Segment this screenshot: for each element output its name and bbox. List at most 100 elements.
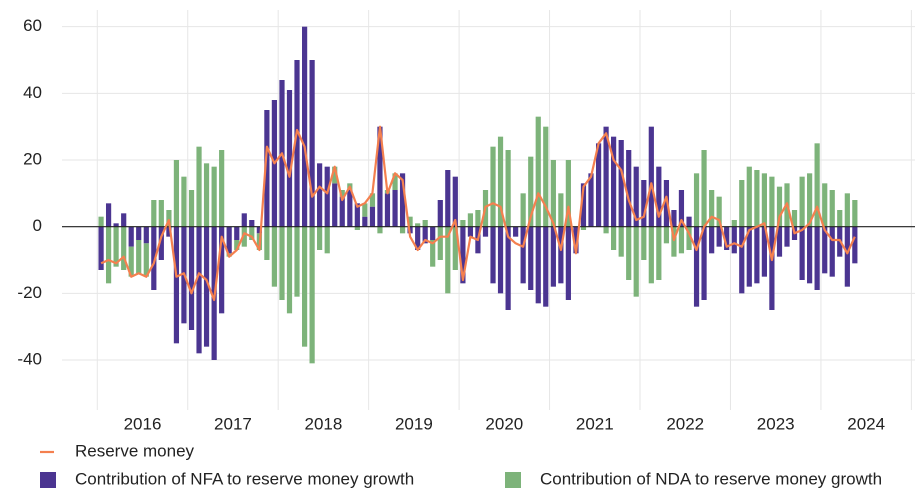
bar [663, 180, 670, 227]
x-tick-label: 2024 [847, 414, 885, 433]
bar [565, 226, 571, 300]
bar [603, 126, 609, 227]
bar [716, 196, 722, 227]
bar [633, 226, 639, 297]
bar [626, 226, 632, 280]
bar [203, 226, 210, 347]
bar [550, 160, 556, 227]
bar [686, 216, 692, 227]
bar [678, 226, 685, 254]
bar [746, 166, 752, 227]
bar [543, 226, 549, 307]
legend-label: Contribution of NDA to reserve money gro… [540, 469, 882, 488]
bar [128, 226, 134, 247]
bar [701, 150, 707, 227]
bar [807, 173, 813, 227]
y-tick-label: -20 [17, 283, 42, 302]
bar [98, 226, 104, 270]
x-tick-label: 2020 [485, 414, 523, 433]
bar [844, 193, 850, 227]
bar [754, 226, 760, 284]
bar [784, 226, 790, 247]
bar [633, 166, 639, 227]
bar [369, 193, 376, 207]
bar [460, 226, 466, 284]
bar [829, 190, 835, 227]
bar [452, 176, 458, 227]
bar [196, 226, 202, 354]
y-tick-label: 40 [23, 83, 42, 102]
bar [384, 193, 391, 227]
bar [309, 226, 315, 364]
bar [339, 190, 345, 197]
bar [354, 203, 360, 227]
x-tick-label: 2016 [124, 414, 162, 433]
bar [203, 163, 210, 227]
bar [497, 226, 504, 294]
bar [535, 116, 541, 227]
bar [151, 200, 157, 227]
bar [113, 226, 119, 267]
bar [603, 226, 609, 234]
bar [317, 163, 323, 227]
bar [844, 226, 850, 287]
bar [822, 226, 828, 274]
bar [188, 190, 195, 227]
bar [791, 210, 798, 227]
bar [151, 226, 157, 290]
bar [294, 226, 300, 297]
bar [686, 226, 692, 250]
bar [445, 226, 451, 294]
bar [399, 226, 406, 234]
bar [693, 173, 700, 227]
bar [724, 226, 730, 250]
bar [121, 213, 127, 227]
bar [829, 226, 835, 277]
bar [739, 226, 745, 294]
bar [354, 226, 360, 230]
bar [226, 226, 232, 254]
bar [430, 240, 436, 267]
bar [143, 226, 149, 244]
bar [814, 143, 820, 227]
bar [241, 226, 247, 247]
bar [219, 226, 225, 314]
bar [852, 226, 858, 264]
bar [377, 226, 383, 234]
bar [656, 166, 662, 227]
bar [181, 176, 187, 227]
bar [399, 173, 406, 227]
bar [460, 220, 466, 227]
bar [173, 226, 180, 344]
bar [611, 226, 617, 250]
bar [580, 226, 587, 230]
bar [663, 226, 670, 244]
bar [769, 176, 775, 227]
bar [339, 196, 345, 227]
bar [158, 226, 164, 260]
x-tick-label: 2022 [666, 414, 704, 433]
bar [452, 226, 458, 270]
bar [678, 190, 685, 227]
bar [761, 173, 767, 227]
bar [324, 166, 330, 227]
bar [565, 160, 571, 227]
bar [332, 166, 338, 184]
bar [286, 226, 293, 314]
bar [121, 226, 127, 270]
bar [776, 226, 783, 257]
bar [166, 226, 172, 237]
bar [535, 226, 541, 304]
bar [475, 210, 481, 227]
x-tick-label: 2019 [395, 414, 433, 433]
x-tick-label: 2018 [305, 414, 343, 433]
bar [558, 193, 564, 227]
y-tick-label: 20 [23, 149, 42, 168]
bar [113, 223, 119, 227]
bar [392, 190, 398, 227]
bar [648, 126, 654, 227]
line [100, 125, 856, 302]
bar [482, 226, 489, 237]
bar [648, 226, 654, 284]
bar [286, 90, 293, 227]
